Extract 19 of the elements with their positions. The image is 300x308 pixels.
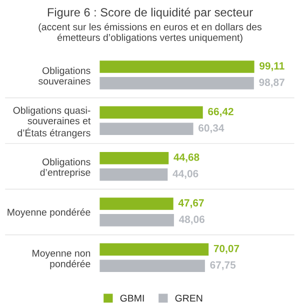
y-tick-label: Moyenne non pondérée: [32, 250, 90, 270]
data-label: 99,11: [260, 62, 284, 72]
data-label: 48,06: [178, 216, 205, 225]
data-label: 98,87: [259, 78, 284, 88]
data-label: 67,75: [210, 261, 236, 270]
legend-label: GREN: [175, 294, 202, 302]
y-tick-label: Obligations d’entreprise: [40, 158, 90, 178]
data-label: 60,34: [198, 124, 224, 134]
y-tick-label: Moyenne pondérée: [8, 208, 90, 218]
data-label: 70,07: [214, 244, 240, 254]
chart-title: Figure 6 : Score de liquidité par secteur: [48, 8, 253, 19]
data-label: 44,68: [174, 154, 200, 162]
data-label: 47,67: [178, 199, 204, 208]
chart-subtitle: (accent sur les émissions en euros et en dollars des émetteurs d’obligations vertes uniquement): [38, 23, 262, 43]
data-label: 44,06: [172, 170, 198, 179]
y-tick-label: Obligations quasi- souveraines et d’États étrangers: [13, 106, 91, 138]
data-label: 66,42: [208, 108, 234, 117]
y-tick-label: Obligations souveraines: [38, 66, 90, 85]
legend-label: GBMI: [120, 294, 144, 302]
